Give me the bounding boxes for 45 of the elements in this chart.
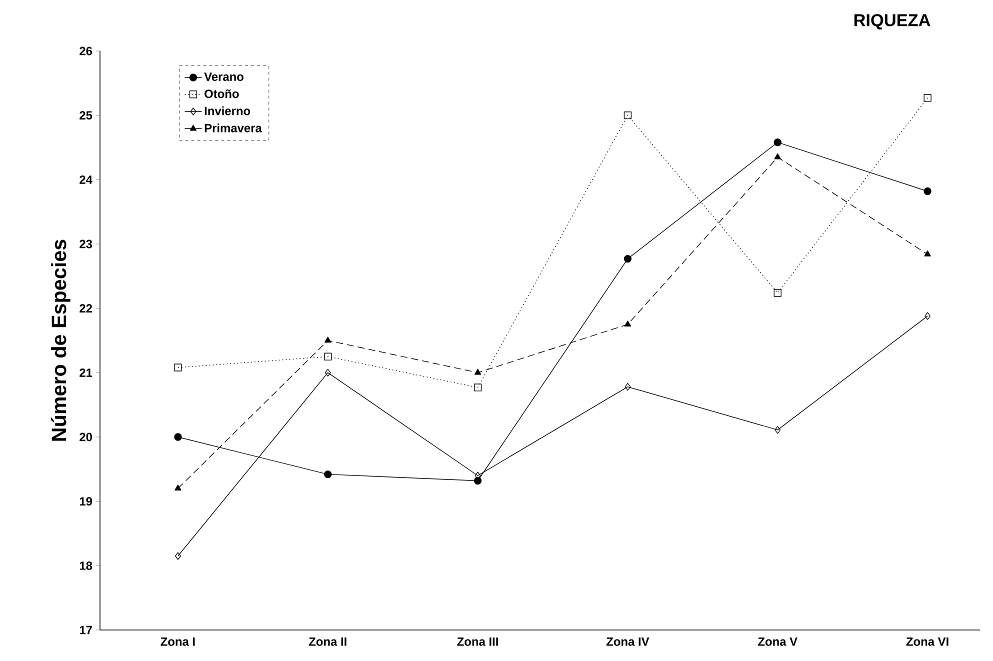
point: [174, 364, 182, 372]
x-tick-label: Zona IV: [606, 638, 650, 646]
point: [774, 426, 781, 434]
legend-label: Invierno: [204, 106, 250, 116]
point: [174, 433, 182, 441]
y-axis-title: Número de Especies: [50, 240, 70, 441]
point: [924, 187, 932, 196]
legend-label: Primavera: [204, 124, 262, 132]
y-tick-label: 24: [80, 175, 92, 184]
y-tick-label: 20: [80, 432, 92, 442]
point: [924, 312, 931, 320]
y-tick-label: 22: [80, 304, 92, 313]
point: [624, 382, 631, 391]
point: [324, 352, 332, 360]
y-tick-label: 21: [80, 368, 92, 377]
y-tick-label: 18: [80, 561, 92, 570]
point: [324, 368, 331, 376]
y-tick-label: 25: [80, 111, 92, 120]
point: [474, 368, 482, 375]
x-tick-label: Zona III: [457, 638, 498, 646]
y-tick-label: 19: [80, 497, 92, 506]
point: [624, 112, 632, 120]
point: [174, 552, 181, 560]
legend-label: Verano: [204, 72, 244, 81]
x-tick-label: Zona II: [308, 638, 346, 646]
x-tick-label: Zona V: [758, 638, 798, 646]
point: [474, 384, 482, 392]
point: [324, 470, 332, 478]
x-tick-label: Zona I: [160, 638, 195, 646]
point: [474, 476, 482, 485]
point: [924, 94, 932, 102]
point: [324, 336, 332, 343]
y-tick-label: 26: [80, 46, 92, 56]
point: [174, 484, 182, 491]
point: [924, 250, 931, 256]
y-tick-label: 17: [80, 626, 92, 634]
chart-title: RIQUEZA: [854, 14, 930, 30]
point: [624, 320, 632, 327]
y-tick-label: 23: [80, 240, 92, 248]
point: [624, 254, 632, 263]
point: [774, 138, 782, 146]
point: [774, 153, 781, 160]
x-tick-label: Zona VI: [906, 638, 948, 646]
legend-label: Otoño: [204, 89, 239, 98]
point: [774, 289, 782, 297]
